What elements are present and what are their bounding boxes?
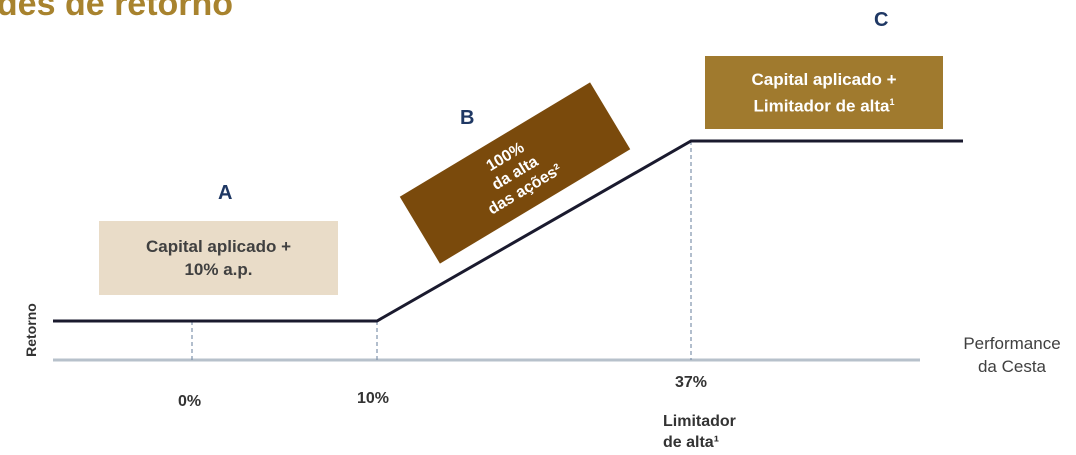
zone-b-letter: B [460, 107, 475, 129]
y-axis-label: Retorno [23, 303, 39, 357]
tick-10: 10% [357, 390, 390, 407]
x-axis-label-line1: Performance [963, 334, 1061, 353]
zone-a-line1: Capital aplicado + [145, 237, 291, 256]
cap-label-line2: de alta¹ [663, 434, 720, 451]
zone-c-line2: Limitador de alta1 [751, 91, 896, 118]
x-axis-label-line2: da Cesta [977, 357, 1047, 376]
cap-label-line1: Limitador [663, 413, 736, 430]
x-axis-label: Performance da Cesta [950, 332, 1074, 378]
zone-a-letter: A [218, 182, 233, 204]
zone-c-letter: C [874, 9, 889, 31]
zone-c-line1: Capital aplicado + [751, 69, 897, 89]
zone-a-box: Capital aplicado + 10% a.p. [99, 221, 338, 295]
cap-label: Limitador de alta¹ [663, 411, 736, 453]
page-title: ades de retorno [0, 0, 234, 23]
zone-a-line2: 10% a.p. [184, 260, 253, 279]
tick-37: 37% [675, 374, 708, 391]
zone-c-box: Capital aplicado + Limitador de alta1 [705, 56, 943, 129]
zone-c-footnote: 1 [889, 96, 895, 107]
tick-0: 0% [178, 393, 202, 410]
payoff-line [53, 139, 963, 323]
zone-c-line2-text: Limitador de alta [753, 96, 890, 116]
